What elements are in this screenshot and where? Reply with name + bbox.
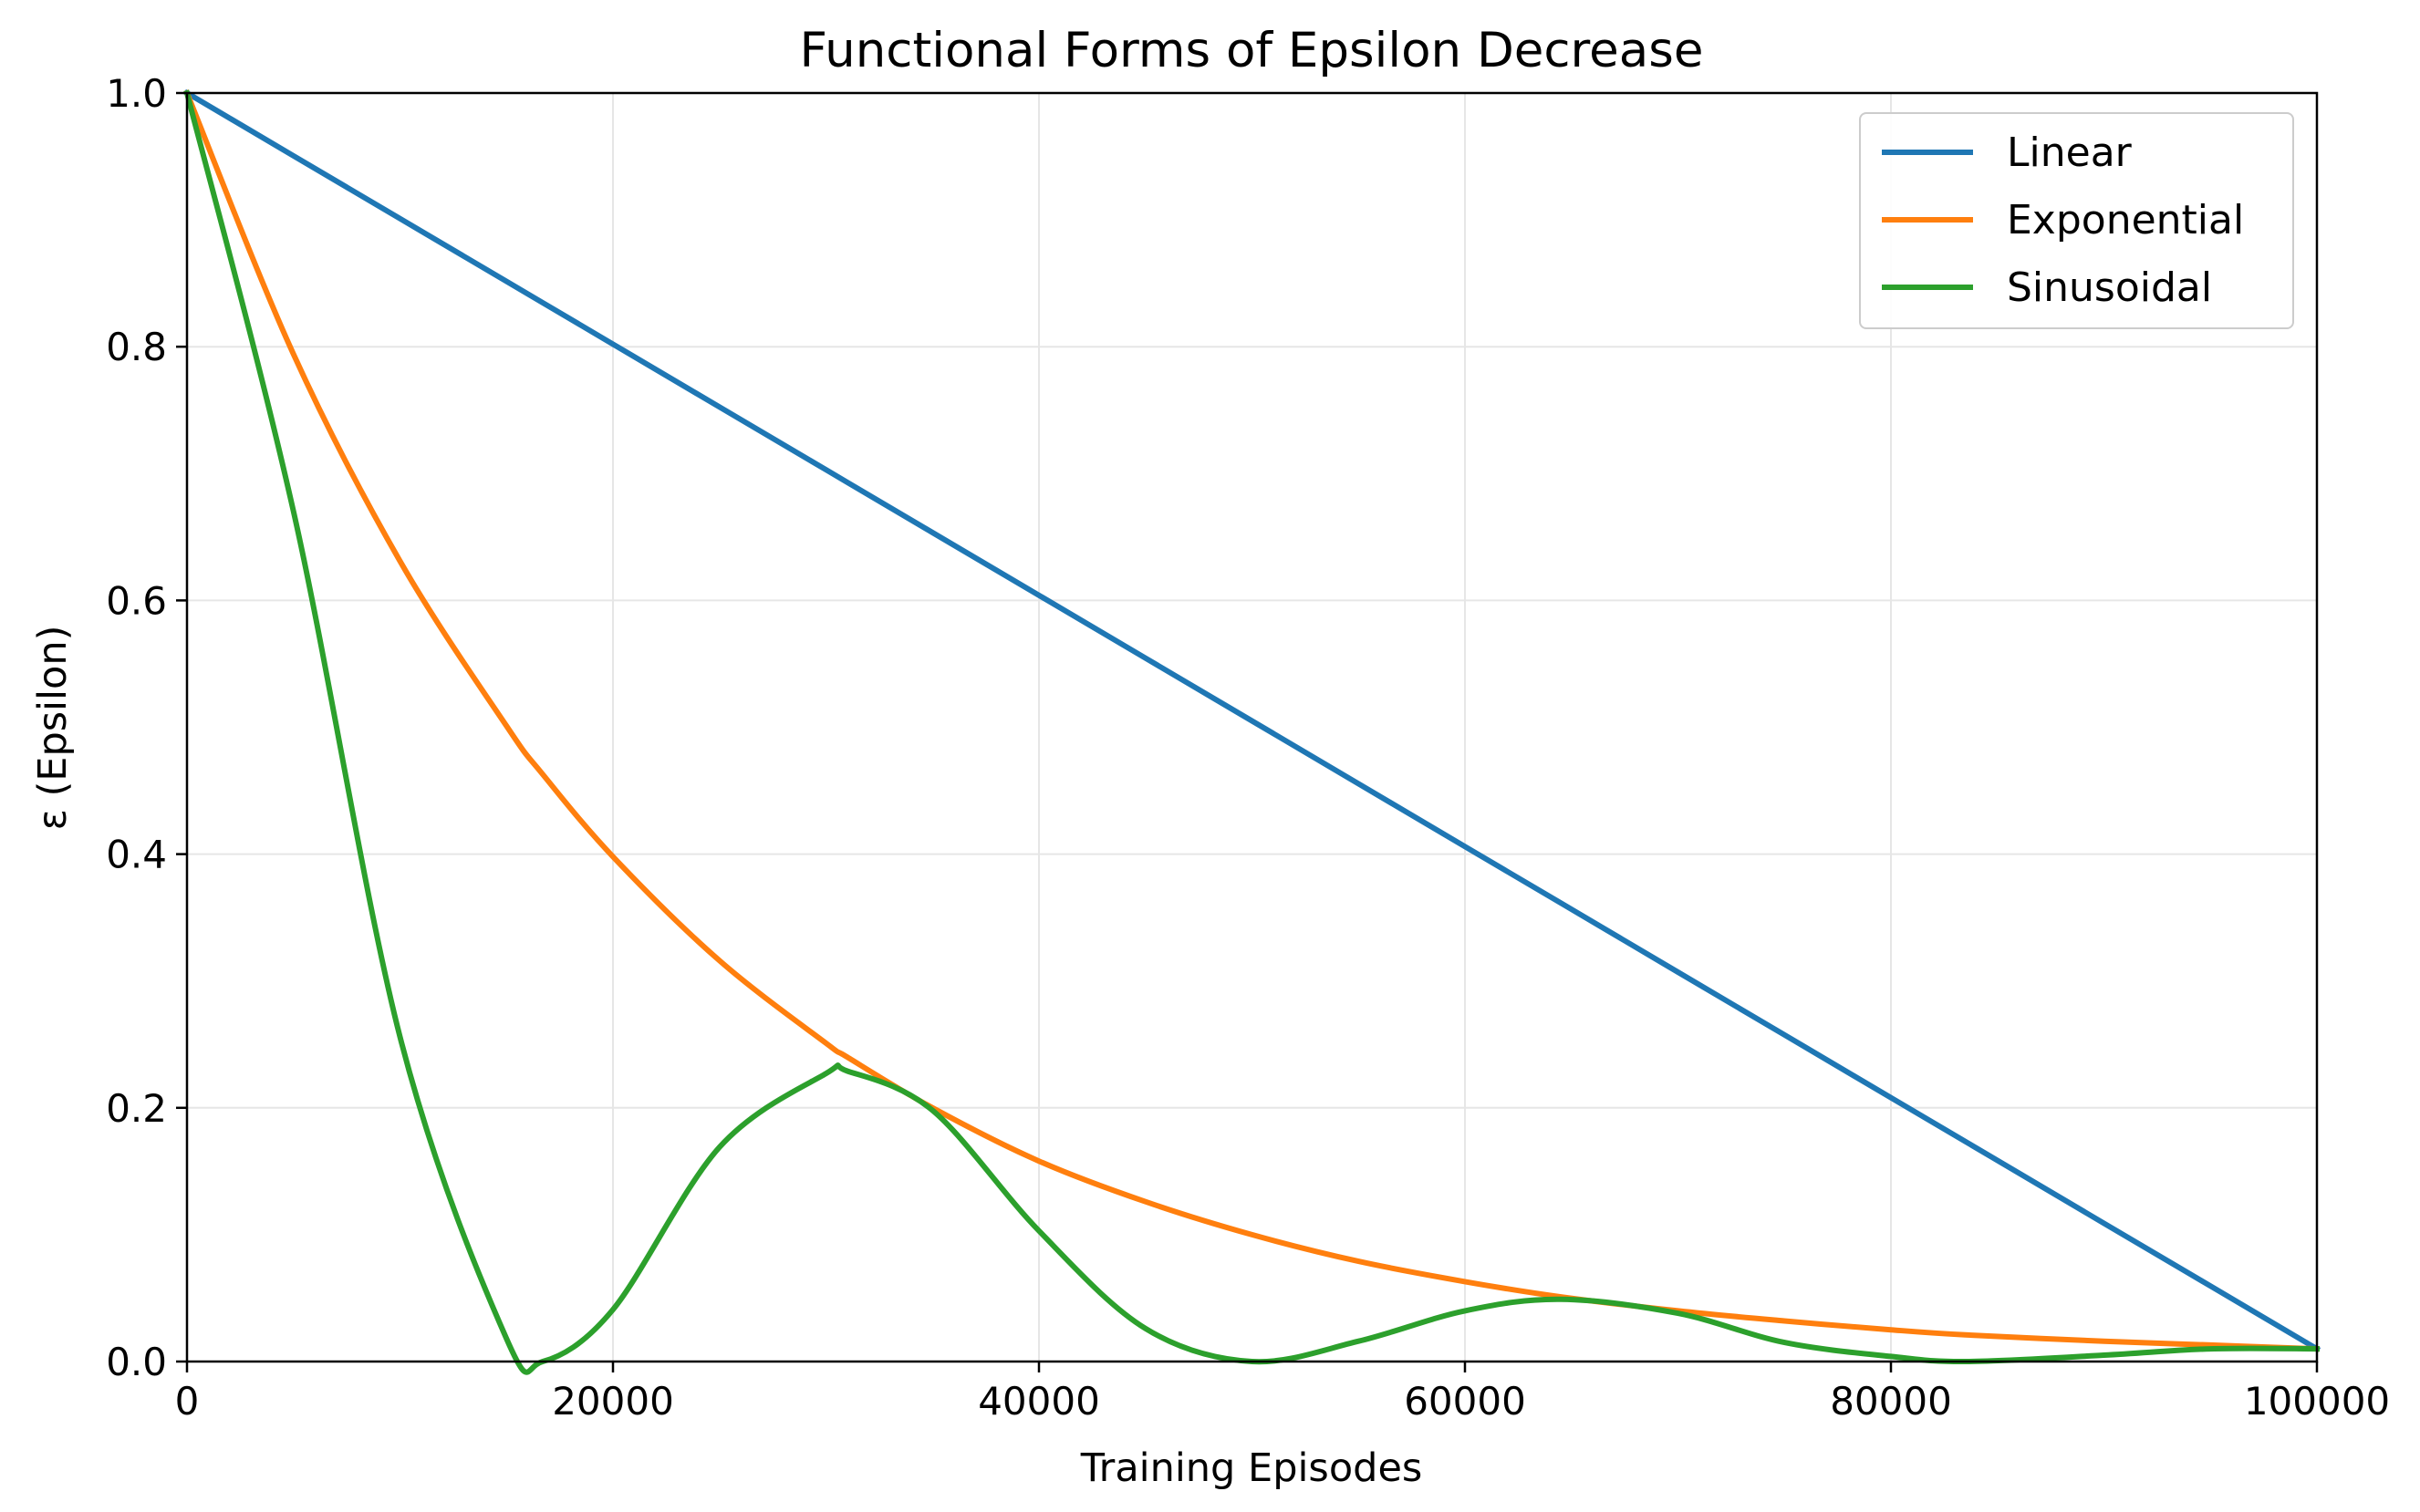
y-tick-label-3: 0.6 (106, 578, 167, 623)
series-lines (182, 88, 2321, 1375)
legend-frame (1859, 112, 2294, 329)
plot-frame (185, 91, 2319, 1363)
y-axis-label: ε (Epsilon) (30, 626, 76, 831)
y-tick-label-1: 0.2 (106, 1086, 167, 1131)
x-axis-label: Training Episodes (1080, 1445, 1423, 1491)
series-line-exponential (183, 89, 2321, 1352)
y-tick-label-0: 0.0 (106, 1340, 167, 1384)
x-tick-label-0: 0 (175, 1379, 200, 1424)
y-tick-label-5: 1.0 (106, 71, 167, 116)
axis-ticks: 0 20000 40000 60000 80000 100000 0.0 0.2 0.4 0.6 0… (106, 71, 2390, 1424)
x-tick-label-3: 60000 (1404, 1379, 1526, 1424)
y-tick-label-4: 0.8 (106, 325, 167, 369)
legend-label-sinusoidal: Sinusoidal (2007, 264, 2212, 311)
legend-label-linear: Linear (2007, 129, 2133, 176)
chart-title: Functional Forms of Epsilon Decrease (800, 23, 1704, 78)
x-tick-label-2: 40000 (978, 1379, 1100, 1424)
legend-items: Linear Exponential Sinusoidal (1882, 129, 2244, 311)
x-tick-label-1: 20000 (552, 1379, 674, 1424)
legend-label-exponential: Exponential (2007, 197, 2244, 243)
y-tick-label-2: 0.4 (106, 833, 167, 877)
x-tick-label-5: 100000 (2244, 1379, 2390, 1424)
x-tick-label-4: 80000 (1830, 1379, 1952, 1424)
legend: Linear Exponential Sinusoidal (1859, 112, 2294, 329)
series-line-sinusoidal (183, 89, 2321, 1375)
series-line-linear (182, 88, 2321, 1353)
